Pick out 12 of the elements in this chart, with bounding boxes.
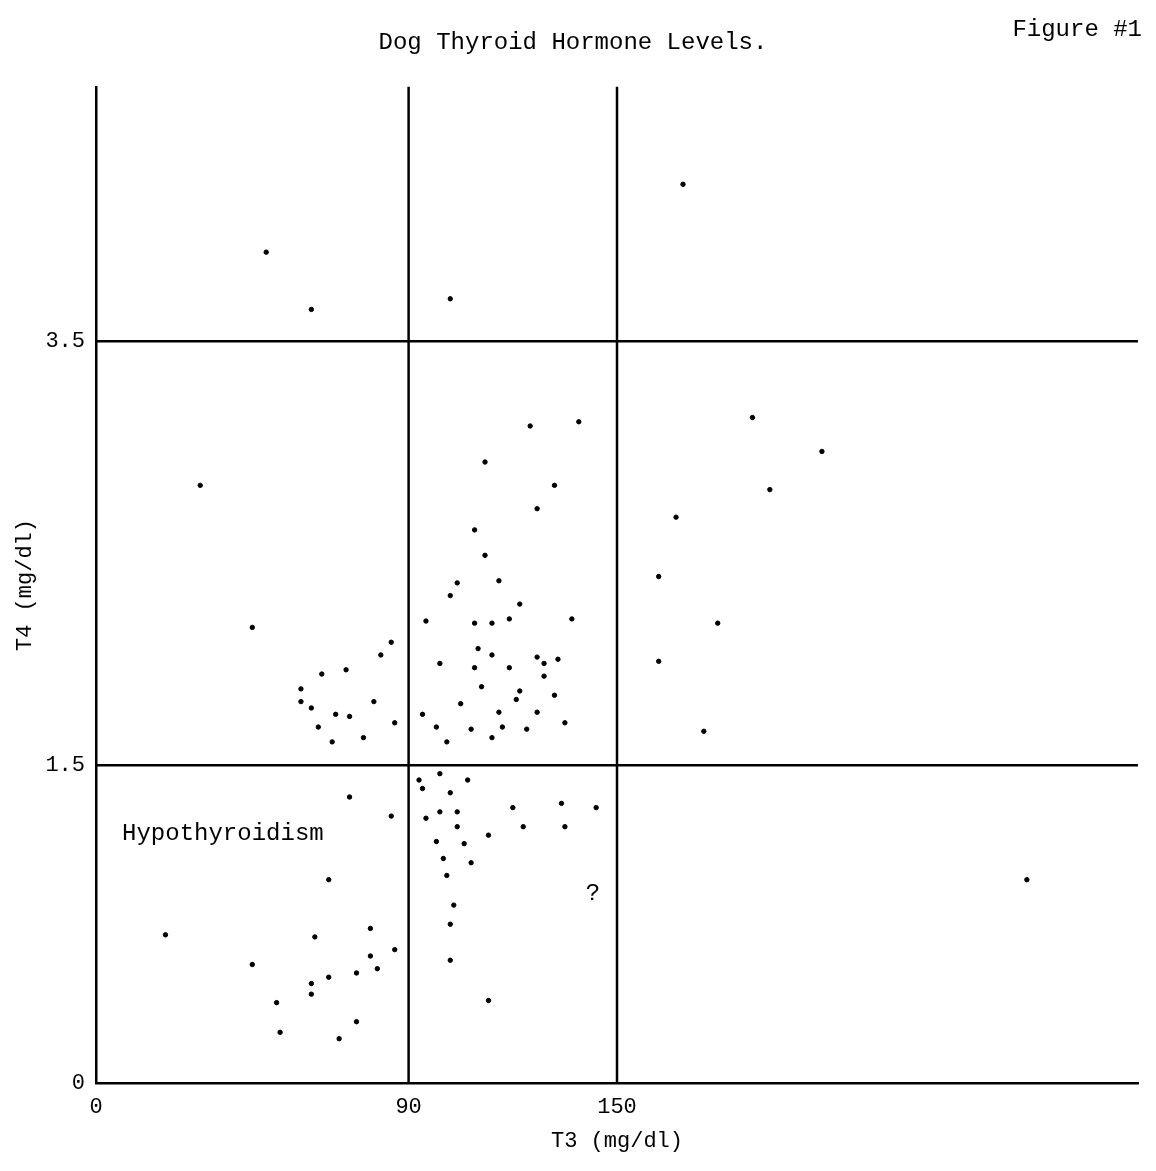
- y-tick-label: 0: [71, 1071, 86, 1097]
- y-tick-label: 1.5: [45, 753, 86, 779]
- annotation: ?: [585, 880, 601, 908]
- annotation: Hypothyroidism: [122, 820, 324, 848]
- x-tick-label: 150: [597, 1095, 637, 1121]
- text: Figure #1: [1012, 16, 1142, 44]
- x-tick-label: 0: [89, 1095, 103, 1121]
- x-axis-title: T3 (mg/dl): [550, 1128, 684, 1154]
- y-tick-label: 3.5: [45, 329, 86, 355]
- y-axis-title: T4 (mg/dl): [13, 518, 39, 652]
- chart-title: Dog Thyroid Hormone Levels.: [378, 28, 768, 56]
- x-tick-label: 90: [395, 1095, 422, 1121]
